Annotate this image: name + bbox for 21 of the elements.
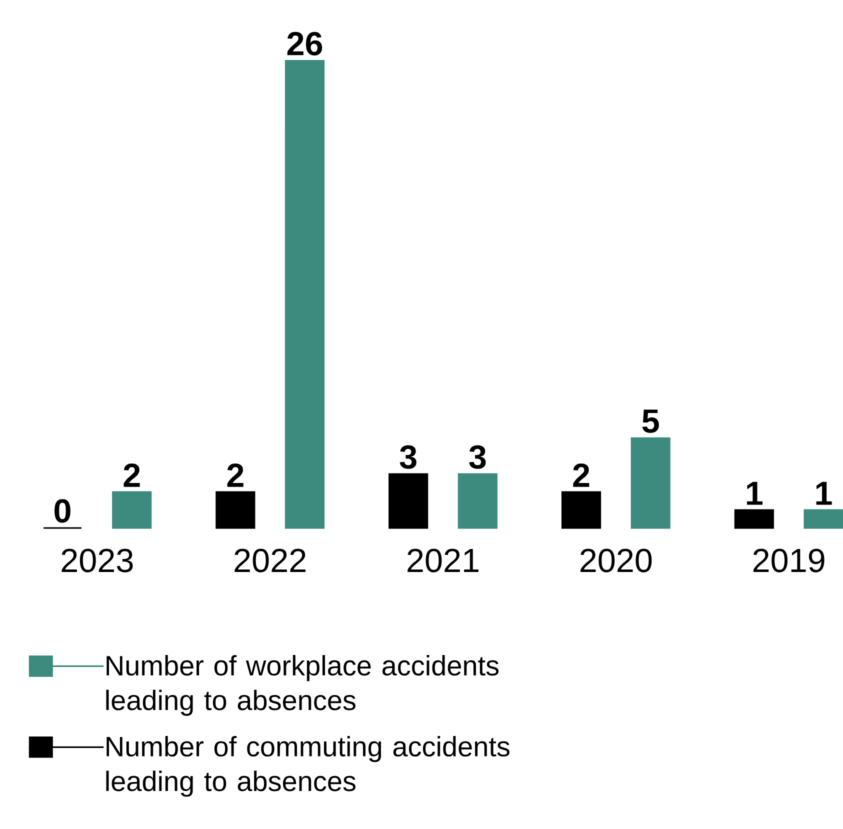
bar [216, 491, 256, 529]
data-label: 3 [469, 445, 486, 469]
x-tick-label: 2023 [62, 548, 133, 572]
x-tick-label: 2019 [753, 548, 824, 572]
data-label: 1 [746, 482, 763, 505]
bar [388, 473, 428, 529]
legend-label: Number of workplace accidents leading to absences [106, 655, 499, 716]
legend-label: Number of commuting accidents leading to absences [106, 736, 510, 797]
data-label: 2 [227, 464, 244, 487]
bar [734, 509, 774, 529]
data-label: 2 [124, 464, 140, 487]
data-label: 2 [573, 464, 590, 487]
data-label: 26 [287, 32, 322, 56]
bar [561, 491, 602, 529]
data-label: 3 [400, 445, 416, 469]
x-tick-label: 2021 [408, 548, 478, 572]
x-tick-label: 2022 [234, 548, 306, 572]
x-tick-label: 2020 [580, 548, 652, 572]
data-label: 5 [642, 410, 659, 433]
data-label: 0 [54, 499, 70, 523]
data-label: 1 [816, 482, 832, 505]
